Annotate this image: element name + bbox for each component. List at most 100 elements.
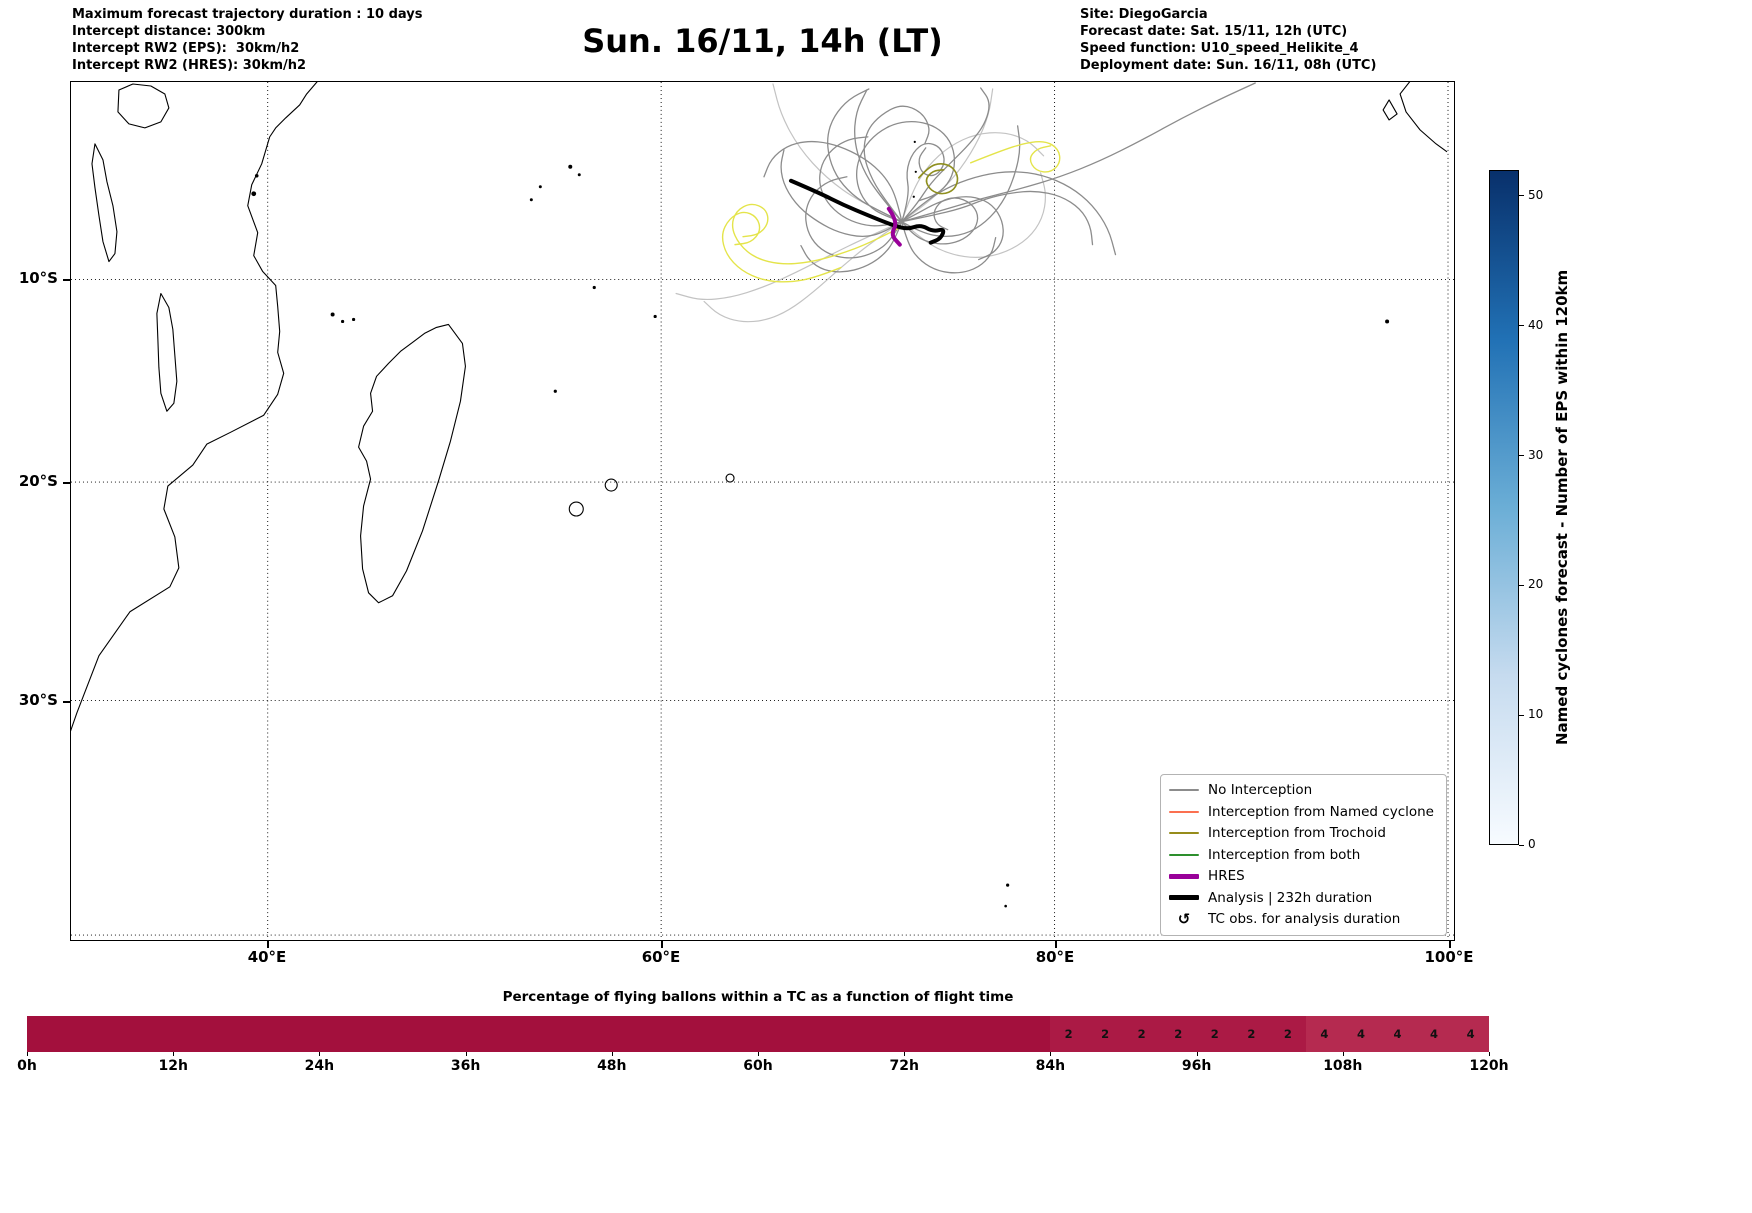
strip-bin: [392, 1016, 430, 1052]
strip-bin: 4: [1452, 1016, 1489, 1052]
legend-item-label: No Interception: [1208, 782, 1313, 799]
trajectory-gray: [805, 176, 903, 259]
legend-line-sample: [1169, 873, 1200, 879]
strip-time-tick: [465, 1052, 467, 1056]
tc-percentage-strip: 2 2 2 2 2 2 2 4 4 4 4 4: [27, 1016, 1489, 1052]
small-islands: [251, 140, 1390, 908]
lat-tick: [63, 482, 70, 484]
legend-item-label: Analysis | 232h duration: [1208, 889, 1373, 906]
trajectory-yellow: [721, 211, 842, 283]
strip-bin: [465, 1016, 503, 1052]
trajectory-gray: [901, 82, 1256, 223]
strip-time-tick: [1489, 1052, 1490, 1056]
strip-bin: 4: [1342, 1016, 1380, 1052]
param-line: Intercept distance: 300km: [72, 24, 266, 39]
legend-item-label: TC obs. for analysis duration: [1208, 911, 1401, 928]
param-line: Maximum forecast trajectory duration : 1…: [72, 7, 423, 22]
trajectory-gray: [901, 142, 945, 223]
colorbar-tick: [1519, 714, 1524, 716]
strip-bin-value: 2: [1174, 1027, 1183, 1041]
site-line: Forecast date: Sat. 15/11, 12h (UTC): [1080, 24, 1348, 39]
strip-bin: [100, 1016, 137, 1052]
colorbar-tick: [1519, 195, 1524, 197]
legend-line-swatch: [1169, 853, 1200, 856]
strip-time-label: 120h: [1469, 1058, 1509, 1074]
strip-bin: [538, 1016, 576, 1052]
lon-tick-label: 80°E: [1035, 948, 1075, 966]
trajectory-yellow: [969, 140, 1061, 173]
strip-bin: [977, 1016, 1014, 1052]
strip-time-label: 60h: [743, 1058, 773, 1074]
strip-bin: [355, 1016, 393, 1052]
legend-line-swatch: [1169, 789, 1200, 792]
lat-tick: [63, 279, 70, 281]
strip-bin: 2: [1233, 1016, 1270, 1052]
strip-bin: 2: [1086, 1016, 1124, 1052]
legend-line-swatch: [1169, 895, 1200, 901]
trajectory-gray: [901, 171, 1117, 256]
lon-tick: [661, 941, 663, 948]
trajectory-gray: [855, 121, 956, 223]
africa-coastline: [71, 82, 318, 732]
strip-bin-value: 4: [1430, 1027, 1439, 1041]
strip-bin: 4: [1415, 1016, 1453, 1052]
trajectory-gray: [763, 140, 903, 223]
trajectory-gray: [800, 221, 903, 273]
coastlines: [71, 82, 1448, 732]
strip-bin: [867, 1016, 905, 1052]
strip-bin-value: 2: [1210, 1027, 1219, 1041]
legend-item-label: Interception from Named cyclone: [1208, 803, 1434, 820]
strip-bin: [429, 1016, 466, 1052]
strip-bin-value: 4: [1356, 1027, 1365, 1041]
legend-item: Interception from both: [1169, 844, 1434, 866]
strip-time-label: 36h: [450, 1058, 481, 1074]
trajectory-lightgray: [703, 221, 903, 323]
nias-island: [1382, 99, 1398, 121]
legend-line-sample: [1169, 853, 1200, 856]
trajectory-gray: [901, 197, 979, 245]
rotate-arrow-icon: ↺: [1177, 909, 1191, 928]
strip-bin: [27, 1016, 64, 1052]
colorbar-label: Named cyclones forecast - Number of EPS …: [1553, 269, 1571, 746]
strip-time-tick: [27, 1052, 28, 1056]
madagascar-coastline: [358, 323, 466, 604]
strip-bin: 4: [1379, 1016, 1416, 1052]
colorbar-tick: [1519, 455, 1524, 457]
strip-bin: [319, 1016, 356, 1052]
trajectory-olive: [917, 163, 959, 195]
trajectory-gray: [901, 196, 1004, 261]
trajectory-black: [788, 178, 946, 245]
strip-time-tick: [904, 1052, 906, 1056]
legend-item: Interception from Named cyclone: [1169, 801, 1434, 823]
strip-time-tick: [1342, 1052, 1344, 1056]
strip-bin-value: 2: [1064, 1027, 1073, 1041]
strip-time-label: 12h: [158, 1058, 188, 1074]
page-title: Sun. 16/11, 14h (LT): [582, 22, 943, 60]
trajectory-gray: [863, 105, 930, 223]
legend-line-sample: [1169, 810, 1200, 813]
strip-bin-value: 2: [1101, 1027, 1110, 1041]
strip-bin: 2: [1269, 1016, 1307, 1052]
lat-tick-label: 30°S: [18, 691, 58, 709]
legend-line-sample: [1169, 789, 1200, 792]
colorbar-tick-label: 0: [1528, 837, 1536, 851]
lat-tick: [63, 701, 70, 703]
lon-tick-label: 100°E: [1424, 948, 1474, 966]
legend-item: HRES: [1169, 866, 1434, 888]
trajectory-gray: [780, 149, 903, 238]
colorbar-tick-label: 20: [1528, 577, 1544, 592]
lake-malawi: [156, 292, 178, 412]
strip-bin: [757, 1016, 795, 1052]
lake-victoria: [117, 83, 170, 129]
trajectory-lightgray: [772, 83, 903, 223]
lon-tick: [267, 941, 269, 948]
strip-bin: [794, 1016, 832, 1052]
param-line: Intercept RW2 (HRES): 30km/h2: [72, 58, 307, 73]
strip-time-label: 84h: [1035, 1058, 1066, 1074]
strip-time-tick: [319, 1052, 321, 1056]
strip-bin: 2: [1123, 1016, 1160, 1052]
legend-item: Interception from Trochoid: [1169, 823, 1434, 845]
colorbar-tick-label: 40: [1528, 317, 1544, 332]
strip-title: Percentage of flying ballons within a TC…: [502, 989, 1014, 1005]
mauritius-island: [604, 478, 618, 492]
